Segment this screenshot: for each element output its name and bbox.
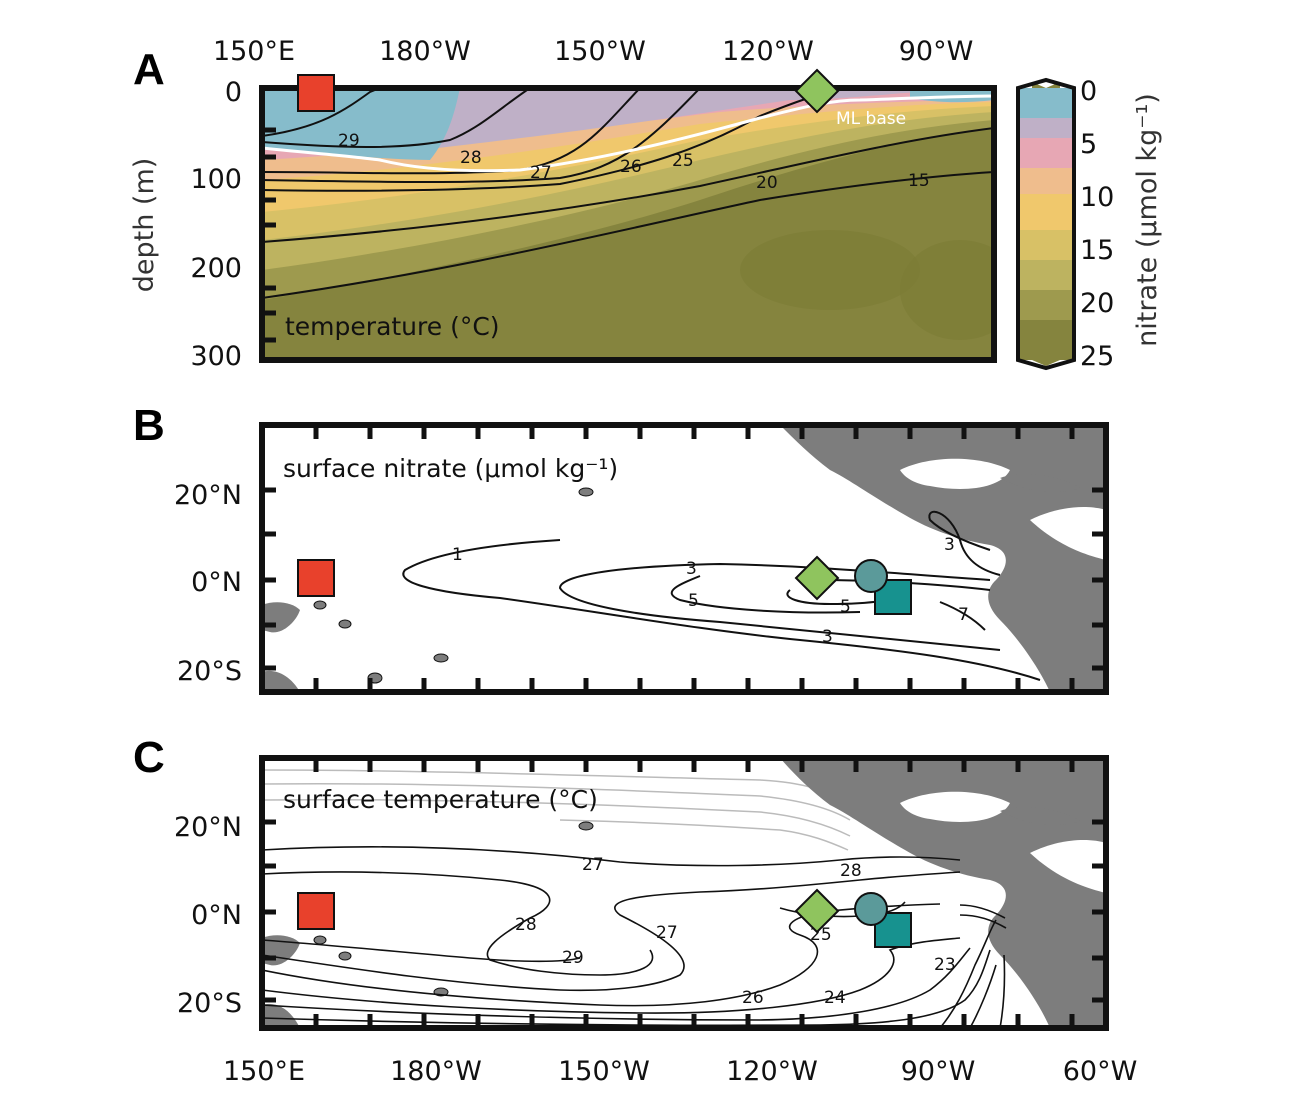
contour-label: 3 bbox=[822, 627, 833, 647]
contour-label: 29 bbox=[338, 131, 360, 151]
colorbar-tick: 0 bbox=[1080, 76, 1097, 107]
panel-b: B 20°N 0°N 20°S bbox=[133, 401, 1109, 695]
contour-label: 23 bbox=[934, 955, 956, 975]
y-tick-label: 20°S bbox=[177, 656, 242, 687]
x-tick-label: 150°W bbox=[554, 36, 646, 67]
contour-label: 28 bbox=[515, 915, 537, 935]
contour-label: 27 bbox=[656, 923, 678, 943]
land-island bbox=[338, 619, 352, 629]
y-tick-label: 0 bbox=[225, 77, 242, 108]
site-marker-green-diamond bbox=[794, 555, 840, 601]
land-west bbox=[262, 1003, 300, 1028]
panel-a: A 150°E 180°W 150°W 120°W 90°W depth (m)… bbox=[129, 36, 1163, 372]
y-tick-label: 0°N bbox=[191, 900, 242, 931]
contour-label: 5 bbox=[840, 597, 851, 617]
panel-a-letter: A bbox=[133, 45, 165, 94]
panel-c-frame bbox=[259, 755, 1109, 1031]
contour-label: 3 bbox=[944, 535, 955, 555]
y-axis-label: depth (m) bbox=[129, 158, 160, 293]
x-tick-label: 60°W bbox=[1063, 1056, 1138, 1087]
site-marker-red-square bbox=[297, 74, 335, 112]
land-americas bbox=[780, 758, 1106, 1028]
panel-c-ticks bbox=[262, 758, 1106, 1028]
panel-b-ticks bbox=[262, 425, 1106, 692]
land-island bbox=[313, 935, 327, 945]
y-tick-label: 100 bbox=[190, 164, 242, 195]
panel-c-title: surface temperature (°C) bbox=[283, 785, 598, 814]
contour-label: 24 bbox=[824, 988, 846, 1008]
site-marker-green-diamond bbox=[794, 888, 840, 934]
contour-label: 3 bbox=[686, 559, 697, 579]
temperature-contours bbox=[262, 88, 994, 299]
contour-label: 26 bbox=[742, 988, 764, 1008]
land-caribbean bbox=[1000, 807, 1080, 826]
colorbar-label: nitrate (μmol kg⁻¹) bbox=[1132, 93, 1163, 347]
land-island bbox=[433, 653, 449, 663]
panel-b-frame bbox=[259, 422, 1109, 695]
x-tick-label: 150°W bbox=[558, 1056, 650, 1087]
land-americas bbox=[780, 425, 1106, 692]
sst-contours bbox=[262, 845, 1007, 1028]
land-caribbean bbox=[1000, 474, 1080, 493]
x-tick-label: 90°W bbox=[899, 36, 974, 67]
x-tick-label: 180°W bbox=[379, 36, 471, 67]
ml-base-label: ML base bbox=[836, 109, 906, 129]
colorbar: 0 5 10 15 20 25 nitrate (μmol kg⁻¹) bbox=[1016, 76, 1163, 372]
x-tick-label: 90°W bbox=[901, 1056, 976, 1087]
land-west bbox=[262, 670, 300, 692]
contour-label: 27 bbox=[582, 855, 604, 875]
x-tick-label: 180°W bbox=[390, 1056, 482, 1087]
colorbar-tick: 15 bbox=[1080, 235, 1114, 266]
contour-label: 1 bbox=[452, 545, 463, 565]
land-island bbox=[578, 821, 594, 831]
contour-label: 20 bbox=[756, 173, 778, 193]
y-tick-label: 20°S bbox=[177, 988, 242, 1019]
colorbar-tick: 10 bbox=[1080, 182, 1114, 213]
y-tick-label: 200 bbox=[190, 253, 242, 284]
land-island bbox=[338, 951, 352, 961]
contour-label: 7 bbox=[958, 605, 969, 625]
ml-base-line bbox=[262, 94, 994, 173]
x-tick-label: 120°W bbox=[726, 1056, 818, 1087]
colorbar-tick: 25 bbox=[1080, 341, 1114, 372]
x-tick-label: 120°W bbox=[722, 36, 814, 67]
land-island bbox=[578, 487, 594, 497]
site-marker-teal-circle bbox=[854, 559, 888, 593]
contour-label: 27 bbox=[530, 163, 552, 183]
site-marker-red-square bbox=[297, 892, 335, 930]
colorbar-tick: 20 bbox=[1080, 288, 1114, 319]
panel-c-letter: C bbox=[133, 733, 165, 782]
y-tick-label: 20°N bbox=[174, 480, 242, 511]
panel-c: C 20°N 0°N 20°S bbox=[133, 733, 1137, 1087]
contour-label: 28 bbox=[460, 148, 482, 168]
y-tick-label: 0°N bbox=[191, 567, 242, 598]
contour-label: 25 bbox=[672, 151, 694, 171]
contour-label: 15 bbox=[908, 171, 930, 191]
contour-label: 28 bbox=[840, 861, 862, 881]
site-marker-red-square bbox=[297, 559, 335, 597]
site-marker-teal-square bbox=[874, 912, 912, 948]
contour-label: 5 bbox=[688, 591, 699, 611]
panel-b-letter: B bbox=[133, 401, 165, 450]
panel-a-ticks bbox=[262, 127, 276, 343]
y-tick-label: 300 bbox=[190, 341, 242, 372]
y-tick-label: 20°N bbox=[174, 812, 242, 843]
site-marker-green-diamond bbox=[794, 68, 840, 114]
x-tick-label: 150°E bbox=[223, 1056, 305, 1087]
temperature-inset-label: temperature (°C) bbox=[285, 312, 500, 341]
contour-label: 26 bbox=[620, 157, 642, 177]
contour-label: 29 bbox=[562, 948, 584, 968]
site-marker-teal-circle bbox=[854, 892, 888, 926]
x-tick-label: 150°E bbox=[213, 36, 295, 67]
panel-b-title: surface nitrate (μmol kg⁻¹) bbox=[283, 454, 618, 483]
land-island bbox=[313, 600, 327, 610]
colorbar-tick: 5 bbox=[1080, 129, 1097, 160]
